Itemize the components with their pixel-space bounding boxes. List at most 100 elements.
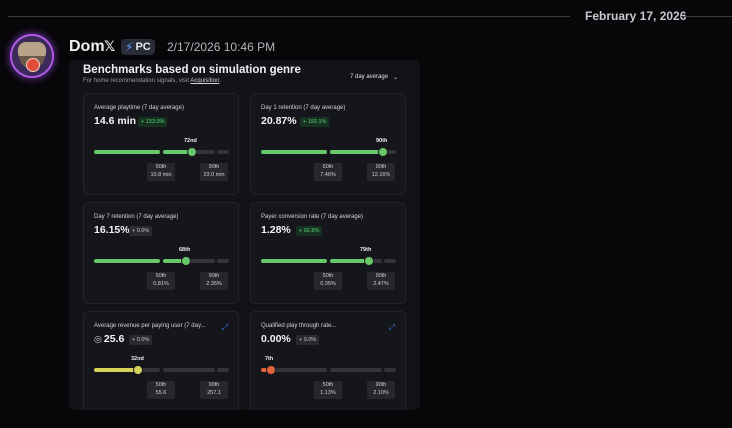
- bar-segment-mid: [163, 368, 215, 372]
- panel-title: Benchmarks based on simulation genre: [83, 64, 301, 76]
- metric-label: Qualified play through rate...: [261, 323, 337, 329]
- p50-value: 7.46%: [320, 171, 336, 178]
- bar-segment-mid-rest: [370, 259, 382, 263]
- metric-value-group: ◎ 25.6: [94, 333, 124, 345]
- divider-line-left: [8, 16, 570, 17]
- bar-segment-mid-rest: [187, 259, 215, 263]
- percentile-label: 32nd: [131, 356, 144, 362]
- p90-box: 90th 2.47%: [367, 272, 395, 290]
- period-dropdown[interactable]: 7 day average ⌄: [350, 74, 398, 81]
- p90-value: 12.16%: [371, 171, 391, 178]
- bar-segment-mid: [330, 368, 382, 372]
- percentile-marker: [266, 365, 276, 375]
- p90-label: 90th: [208, 382, 220, 388]
- metric-value: 25.6: [103, 333, 125, 345]
- subtitle-suffix: .: [219, 78, 222, 84]
- p90-label: 90th: [375, 273, 387, 279]
- p90-box: 90th 12.16%: [367, 163, 395, 181]
- metric-label: Day 1 retention (7 day average): [261, 105, 346, 111]
- metric-value: 20.87%: [261, 115, 297, 127]
- bar-segment-high: [384, 259, 396, 263]
- divider-line-right: [681, 16, 732, 17]
- date-divider: February 17, 2026: [585, 9, 687, 23]
- p50-label: 50th: [155, 382, 167, 388]
- percentile-label: 7th: [265, 356, 274, 362]
- bar-segment-high: [384, 368, 396, 372]
- subtitle-text: For home recommendation signals, visit: [83, 78, 190, 84]
- bar-segment-high: [384, 150, 396, 154]
- metric-delta-badge: + 0.0%: [129, 335, 153, 345]
- avatar-hat-shape: [18, 42, 46, 56]
- p50-label: 50th: [322, 382, 334, 388]
- percentile-label: 68th: [179, 247, 191, 253]
- percentile-label: 79th: [360, 247, 372, 253]
- bar-segment-low: [94, 259, 160, 263]
- percentile-marker: [181, 256, 191, 266]
- chevron-down-icon: ⌄: [393, 75, 399, 81]
- metric-label: Average playtime (7 day average): [94, 105, 184, 111]
- bar-segment-low: [261, 150, 327, 154]
- username[interactable]: Dom: [69, 38, 105, 55]
- metric-value: 14.6 min: [94, 115, 137, 127]
- bar-segment-low-fill: [261, 368, 267, 372]
- lightning-icon: ⚡: [125, 40, 134, 54]
- p90-value: 257.1: [207, 389, 221, 396]
- p50-value: 10.8 min: [150, 171, 172, 178]
- metric-delta-badge: + 92.8%: [296, 226, 323, 236]
- metric-delta-badge: + 133.0%: [138, 117, 168, 127]
- metric-delta-badge: + 0.0%: [129, 226, 153, 236]
- p50-label: 50th: [322, 164, 334, 170]
- server-tag[interactable]: ⚡ PC: [121, 39, 155, 55]
- panel-subtitle: For home recommendation signals, visit A…: [83, 78, 221, 84]
- trend-chart-icon[interactable]: ⤢: [221, 323, 228, 332]
- p50-box: 50th 1.13%: [314, 381, 342, 399]
- metric-value: 0.00%: [261, 333, 291, 345]
- metric-card-day7-retention: Day 7 retention (7 day average) 16.15% +…: [83, 202, 239, 304]
- metric-card-day1-retention: Day 1 retention (7 day average) 20.87% +…: [250, 93, 406, 195]
- bar-segment-high: [217, 150, 229, 154]
- percentile-marker: [187, 147, 197, 157]
- acquisition-link[interactable]: Acquisition: [190, 78, 220, 84]
- p90-box: 90th 2.10%: [367, 381, 395, 399]
- p50-box: 50th 55.6: [147, 381, 175, 399]
- bar-segment-low-fill: [94, 368, 138, 372]
- bar-segment-low: [261, 259, 327, 263]
- metric-label: Average revenue per paying user (7 day..…: [94, 323, 206, 329]
- percentile-label: 72nd: [184, 138, 197, 144]
- p50-value: 1.13%: [320, 389, 336, 396]
- p50-box: 50th 7.46%: [314, 163, 342, 181]
- metric-label: Payer conversion rate (7 day average): [261, 214, 364, 220]
- p90-label: 90th: [375, 164, 387, 170]
- p50-label: 50th: [322, 273, 334, 279]
- metric-card-payer-conversion: Payer conversion rate (7 day average) 1.…: [250, 202, 406, 304]
- p90-label: 90th: [375, 382, 387, 388]
- p50-value: 0.35%: [320, 280, 336, 287]
- p90-label: 90th: [208, 164, 220, 170]
- p90-value: 2.10%: [373, 389, 389, 396]
- bar-segment-mid-fill: [330, 150, 383, 154]
- robux-coin-icon: ◎: [94, 333, 102, 344]
- metric-card-arppu: Average revenue per paying user (7 day..…: [83, 311, 239, 410]
- bar-segment-mid-rest: [193, 150, 215, 154]
- bar-segment-low: [94, 150, 160, 154]
- bar-segment-high: [217, 259, 229, 263]
- p90-box: 90th 2.35%: [200, 272, 228, 290]
- p50-label: 50th: [155, 273, 167, 279]
- p90-value: 2.35%: [206, 280, 222, 287]
- avatar[interactable]: [12, 36, 52, 76]
- p50-box: 50th 10.8 min: [147, 163, 175, 181]
- metric-label: Day 7 retention (7 day average): [94, 214, 179, 220]
- metric-value: 16.15%: [94, 224, 130, 236]
- server-tag-label: PC: [135, 41, 151, 53]
- x-logo-icon: 𝕏: [104, 38, 116, 54]
- p50-box: 50th 0.81%: [147, 272, 175, 290]
- metric-value: 1.28%: [261, 224, 291, 236]
- benchmark-panel: Benchmarks based on simulation genre For…: [69, 60, 420, 410]
- period-dropdown-label: 7 day average: [350, 74, 389, 80]
- p90-label: 90th: [208, 273, 220, 279]
- metric-card-qualified-play: Qualified play through rate... ⤢ 0.00% +…: [250, 311, 406, 410]
- bar-segment-mid-fill: [163, 150, 191, 154]
- trend-chart-icon[interactable]: ⤢: [388, 323, 395, 332]
- bar-segment-mid-fill: [163, 259, 185, 263]
- p50-value: 55.6: [155, 389, 167, 396]
